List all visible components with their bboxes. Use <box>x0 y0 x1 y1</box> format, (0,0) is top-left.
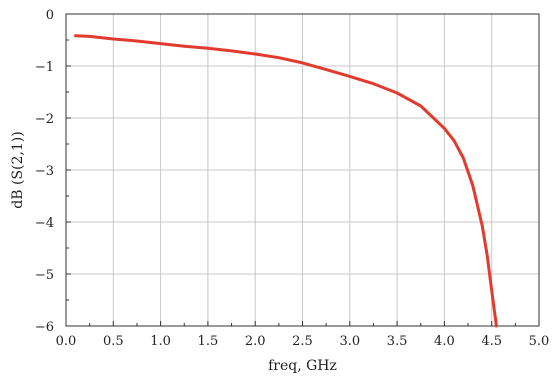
y-tick-label: −4 <box>35 216 54 231</box>
x-axis-title: freq, GHz <box>268 358 337 374</box>
x-tick-label: 1.0 <box>150 334 171 349</box>
x-tick-label: 2.5 <box>292 334 313 349</box>
y-tick-label: −5 <box>35 268 54 283</box>
x-tick-label: 4.5 <box>481 334 502 349</box>
y-tick-label: −1 <box>35 60 54 75</box>
y-tick-label: −3 <box>35 164 54 179</box>
series-line <box>74 34 498 328</box>
x-tick-label: 0.0 <box>56 334 77 349</box>
x-tick-label: 5.0 <box>529 334 550 349</box>
y-tick-label: −2 <box>35 112 54 127</box>
x-tick-label: 3.0 <box>339 334 360 349</box>
x-tick-label: 4.0 <box>434 334 455 349</box>
ticks: 0.0 0.5 1.0 1.5 2.0 2.5 3.0 3.5 4.0 4.5 5.0 0 −1 −2 −3… <box>35 8 550 349</box>
grid <box>66 14 539 326</box>
x-tick-label: 1.5 <box>198 334 219 349</box>
x-tick-label: 0.5 <box>103 334 124 349</box>
y-tick-label: 0 <box>46 8 54 23</box>
x-tick-label: 3.5 <box>387 334 408 349</box>
series <box>74 34 498 328</box>
y-axis-title: dB (S(2,1)) <box>10 131 26 208</box>
y-tick-label: −6 <box>35 320 54 335</box>
x-tick-label: 2.0 <box>245 334 266 349</box>
